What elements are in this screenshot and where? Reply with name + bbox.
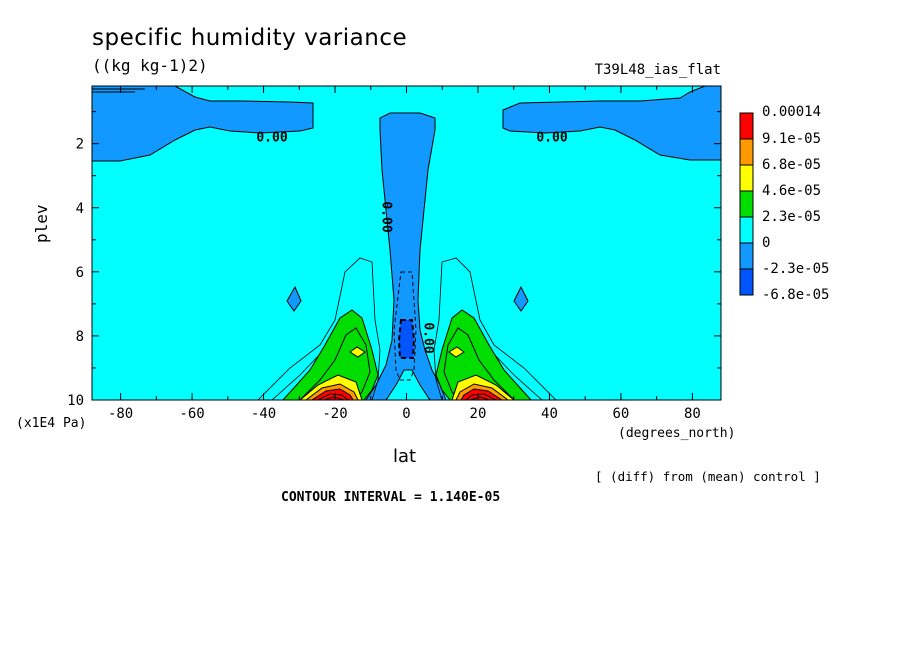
- x-tick-label: -40: [251, 406, 276, 422]
- x-tick-label: -20: [322, 406, 347, 422]
- legend-label: -2.3e-05: [762, 261, 829, 277]
- legend-swatch: [739, 242, 754, 270]
- negative-blob-left: [286, 285, 302, 312]
- contour-interval-note: CONTOUR INTERVAL = 1.140E-05: [281, 490, 501, 505]
- y-tick-label: 10: [67, 393, 84, 409]
- y-tick-label: 6: [76, 265, 84, 281]
- legend-label: 9.1e-05: [762, 131, 821, 147]
- negative-region-equator: [365, 112, 447, 400]
- negative-region-north-right: [502, 86, 721, 161]
- legend-label: -6.8e-05: [762, 287, 829, 303]
- legend-label: 2.3e-05: [762, 209, 821, 225]
- x-tick-label: 0: [402, 406, 410, 422]
- negative-region-north-left: [92, 86, 314, 162]
- x-axis-label: lat: [393, 446, 417, 467]
- contour-label: 0.00: [536, 131, 567, 146]
- positive-lobe-left: [282, 309, 379, 400]
- legend-label: 0: [762, 235, 770, 251]
- contour-line-left-outer: [257, 257, 381, 400]
- negative-blob-right: [513, 285, 529, 312]
- contour-label: 0.00: [421, 322, 436, 353]
- legend-label: 0.00014: [762, 104, 821, 120]
- x-axis-unit: (degrees_north): [618, 426, 736, 441]
- contour-label: 0.00: [256, 131, 287, 146]
- x-tick-label: -80: [108, 406, 133, 422]
- contour-line-right-outer: [433, 257, 557, 400]
- x-tick-label: 80: [684, 406, 701, 422]
- diff-note: [ (diff) from (mean) control ]: [595, 469, 821, 484]
- legend-swatch: [739, 138, 754, 166]
- y-tick-label: 2: [76, 137, 84, 153]
- strong-negative-core: [397, 319, 416, 359]
- y-axis-unit: (x1E4 Pa): [16, 416, 87, 431]
- positive-lobe-right: [435, 309, 532, 400]
- x-tick-label: 40: [541, 406, 558, 422]
- contour-label: 0.00: [379, 201, 394, 232]
- legend-swatch: [739, 164, 754, 192]
- legend-swatch: [739, 268, 754, 296]
- x-tick-label: 60: [613, 406, 630, 422]
- y-tick-label: 4: [76, 201, 84, 217]
- legend-label: 6.8e-05: [762, 157, 821, 173]
- run-label: T39L48_ias_flat: [594, 62, 721, 78]
- legend-swatch: [739, 216, 754, 244]
- y-tick-label: 8: [76, 329, 84, 345]
- chart-title: specific humidity variance: [92, 25, 408, 51]
- contour-field: [92, 86, 721, 400]
- dashed-contour-equator: [393, 271, 417, 381]
- legend-swatch: [739, 190, 754, 218]
- x-tick-label: 20: [470, 406, 487, 422]
- legend-label: 4.6e-05: [762, 183, 821, 199]
- chart-units: ((kg kg-1)2): [92, 56, 208, 75]
- x-tick-label: -60: [179, 406, 204, 422]
- legend-swatch: [739, 112, 754, 140]
